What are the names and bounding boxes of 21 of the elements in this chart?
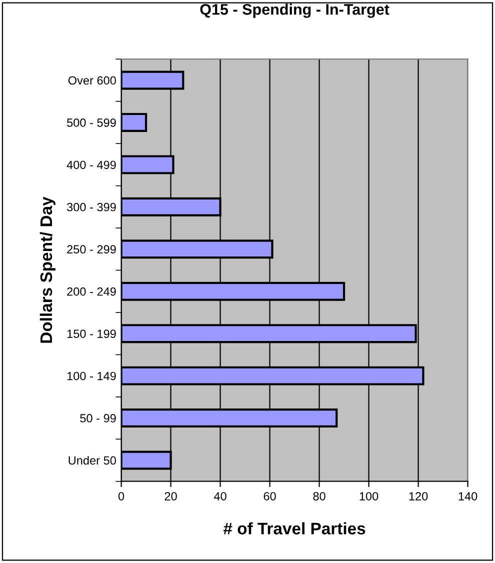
y-axis-title: Dollars Spent/ Day bbox=[40, 196, 56, 343]
y-tick-label: 250 - 299 bbox=[67, 245, 116, 254]
x-tick-label: 20 bbox=[164, 492, 177, 500]
y-tick-label: 150 - 199 bbox=[67, 330, 116, 338]
x-tick-label: 80 bbox=[313, 492, 326, 500]
x-tick-label: 100 bbox=[360, 492, 378, 500]
y-tick-label: 500 - 599 bbox=[67, 118, 116, 127]
y-tick-label: 200 - 249 bbox=[67, 287, 116, 296]
x-tick-label: 140 bbox=[458, 492, 478, 500]
y-tick-label: 400 - 499 bbox=[66, 160, 116, 170]
y-tick-label: Over 600 bbox=[68, 76, 116, 85]
x-axis-title: # of Travel Parties bbox=[223, 522, 366, 534]
x-tick-label: 0 bbox=[118, 492, 124, 500]
x-tick-label: 120 bbox=[409, 492, 428, 500]
y-tick-label: 300 - 399 bbox=[66, 202, 116, 212]
y-tick-label: 50 - 99 bbox=[80, 414, 116, 422]
chart-title: Q15 - Spending - In-Target bbox=[200, 4, 390, 18]
x-tick-label: 40 bbox=[214, 492, 226, 500]
y-tick-label: 100 - 149 bbox=[67, 372, 116, 380]
y-tick-label: Under 50 bbox=[68, 456, 116, 465]
x-tick-label: 60 bbox=[264, 492, 276, 500]
